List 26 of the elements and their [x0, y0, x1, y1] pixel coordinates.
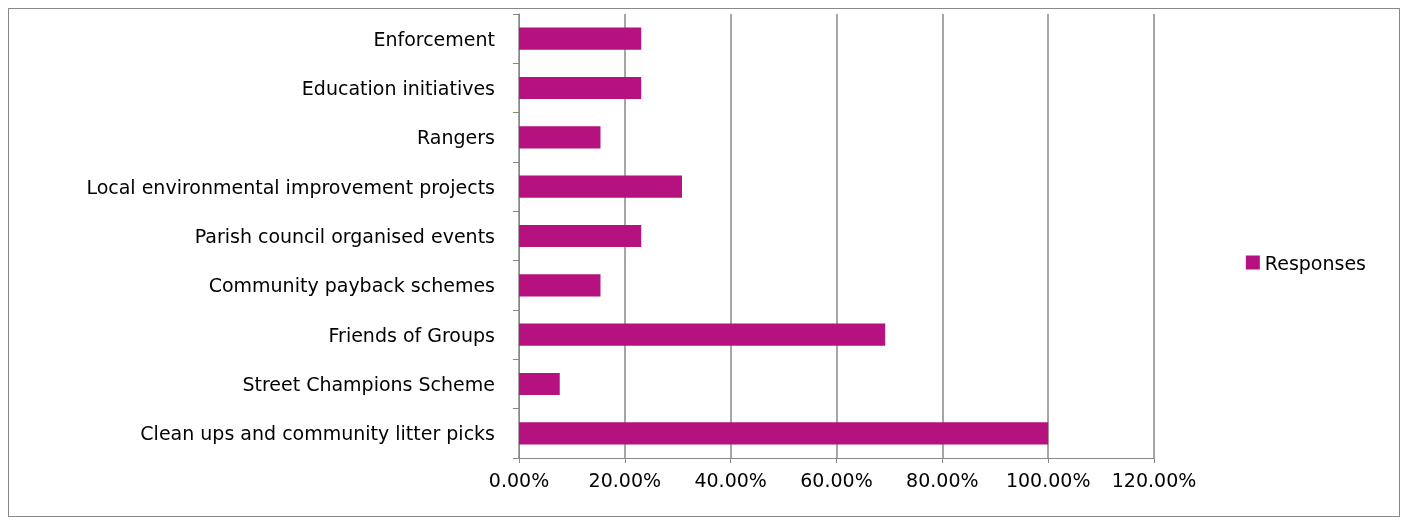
y-tick-label: Parish council organised events	[194, 225, 495, 247]
x-tick-label: 20.00%	[588, 468, 662, 491]
bar	[519, 274, 601, 297]
y-tick-label: Education initiatives	[301, 77, 495, 99]
x-tick-label: 120.00%	[1111, 468, 1197, 491]
y-tick-label: Street Champions Scheme	[242, 373, 495, 395]
y-tick-label: Local environmental improvement projects	[86, 175, 495, 198]
bar	[519, 126, 601, 149]
bar	[519, 224, 642, 248]
x-tick-label: 100.00%	[1005, 468, 1091, 491]
bar	[519, 372, 560, 396]
x-tick-label: 0.00%	[488, 468, 550, 491]
bar	[519, 323, 886, 346]
bar	[519, 175, 682, 198]
bar	[519, 76, 642, 100]
y-tick-label: Rangers	[417, 126, 495, 149]
y-tick-label: Friends of Groups	[328, 323, 495, 346]
y-tick-label: Clean ups and community litter picks	[140, 422, 495, 445]
x-tick-label: 40.00%	[694, 468, 767, 491]
bar	[519, 422, 1049, 445]
legend-label: Responses	[1264, 251, 1367, 274]
x-tick-label: 60.00%	[800, 468, 873, 491]
y-tick-label: Community payback schemes	[208, 274, 495, 297]
bar	[519, 27, 642, 50]
x-tick-label: 80.00%	[906, 468, 979, 491]
y-tick-label: Enforcement	[373, 27, 495, 50]
